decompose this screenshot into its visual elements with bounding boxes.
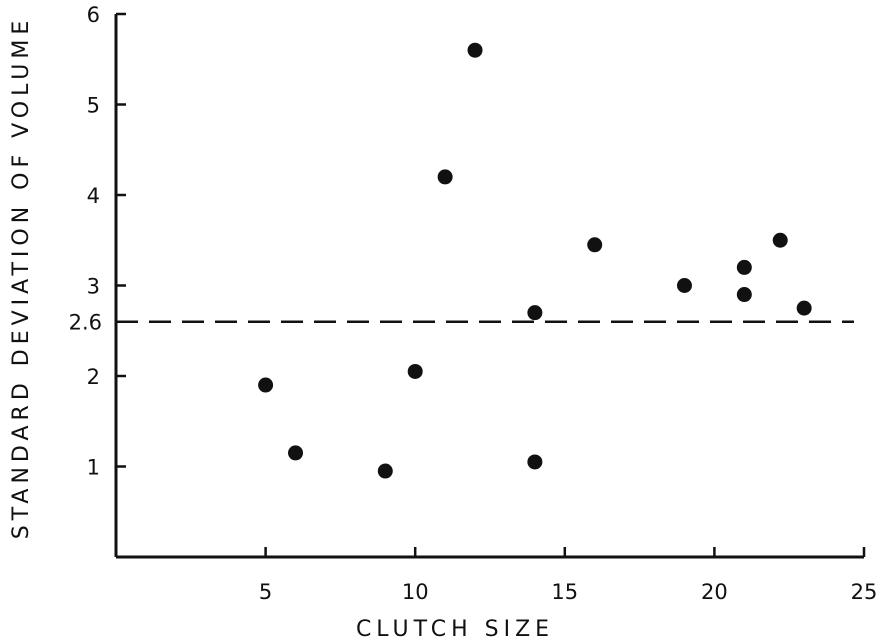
data-point	[407, 363, 423, 379]
y-tick-label: 5	[87, 94, 100, 118]
x-tick-label: 15	[551, 580, 578, 604]
x-tick-label: 25	[851, 580, 878, 604]
y-ticks: 1 2 3 4 5 6	[87, 3, 126, 480]
y-axis-title: STANDARD DEVIATION OF VOLUME	[9, 16, 34, 540]
data-point	[258, 377, 274, 393]
reference-line-group: 2.6	[69, 311, 854, 335]
data-point	[467, 42, 483, 58]
data-point	[736, 259, 752, 275]
x-tick-label: 20	[701, 580, 728, 604]
data-point	[377, 463, 393, 479]
x-ticks: 5 10 15 20 25	[259, 547, 877, 604]
data-point	[587, 237, 603, 253]
y-tick-label: 6	[87, 3, 100, 27]
x-tick-label: 5	[259, 580, 272, 604]
data-points	[258, 42, 812, 479]
x-tick-label: 10	[402, 580, 429, 604]
data-point	[796, 300, 812, 316]
data-point	[676, 278, 692, 293]
data-point	[772, 232, 788, 248]
data-point	[736, 287, 752, 303]
data-point	[437, 169, 453, 185]
axes	[114, 14, 864, 559]
data-point	[527, 305, 543, 321]
data-point	[288, 445, 304, 461]
y-tick-label: 4	[87, 184, 100, 208]
y-tick-label: 2	[87, 365, 100, 389]
y-tick-label: 1	[87, 456, 100, 480]
reference-line-label: 2.6	[69, 311, 102, 335]
x-axis-title: CLUTCH SIZE	[356, 617, 554, 640]
y-tick-label: 3	[87, 275, 100, 299]
data-point	[527, 454, 543, 470]
